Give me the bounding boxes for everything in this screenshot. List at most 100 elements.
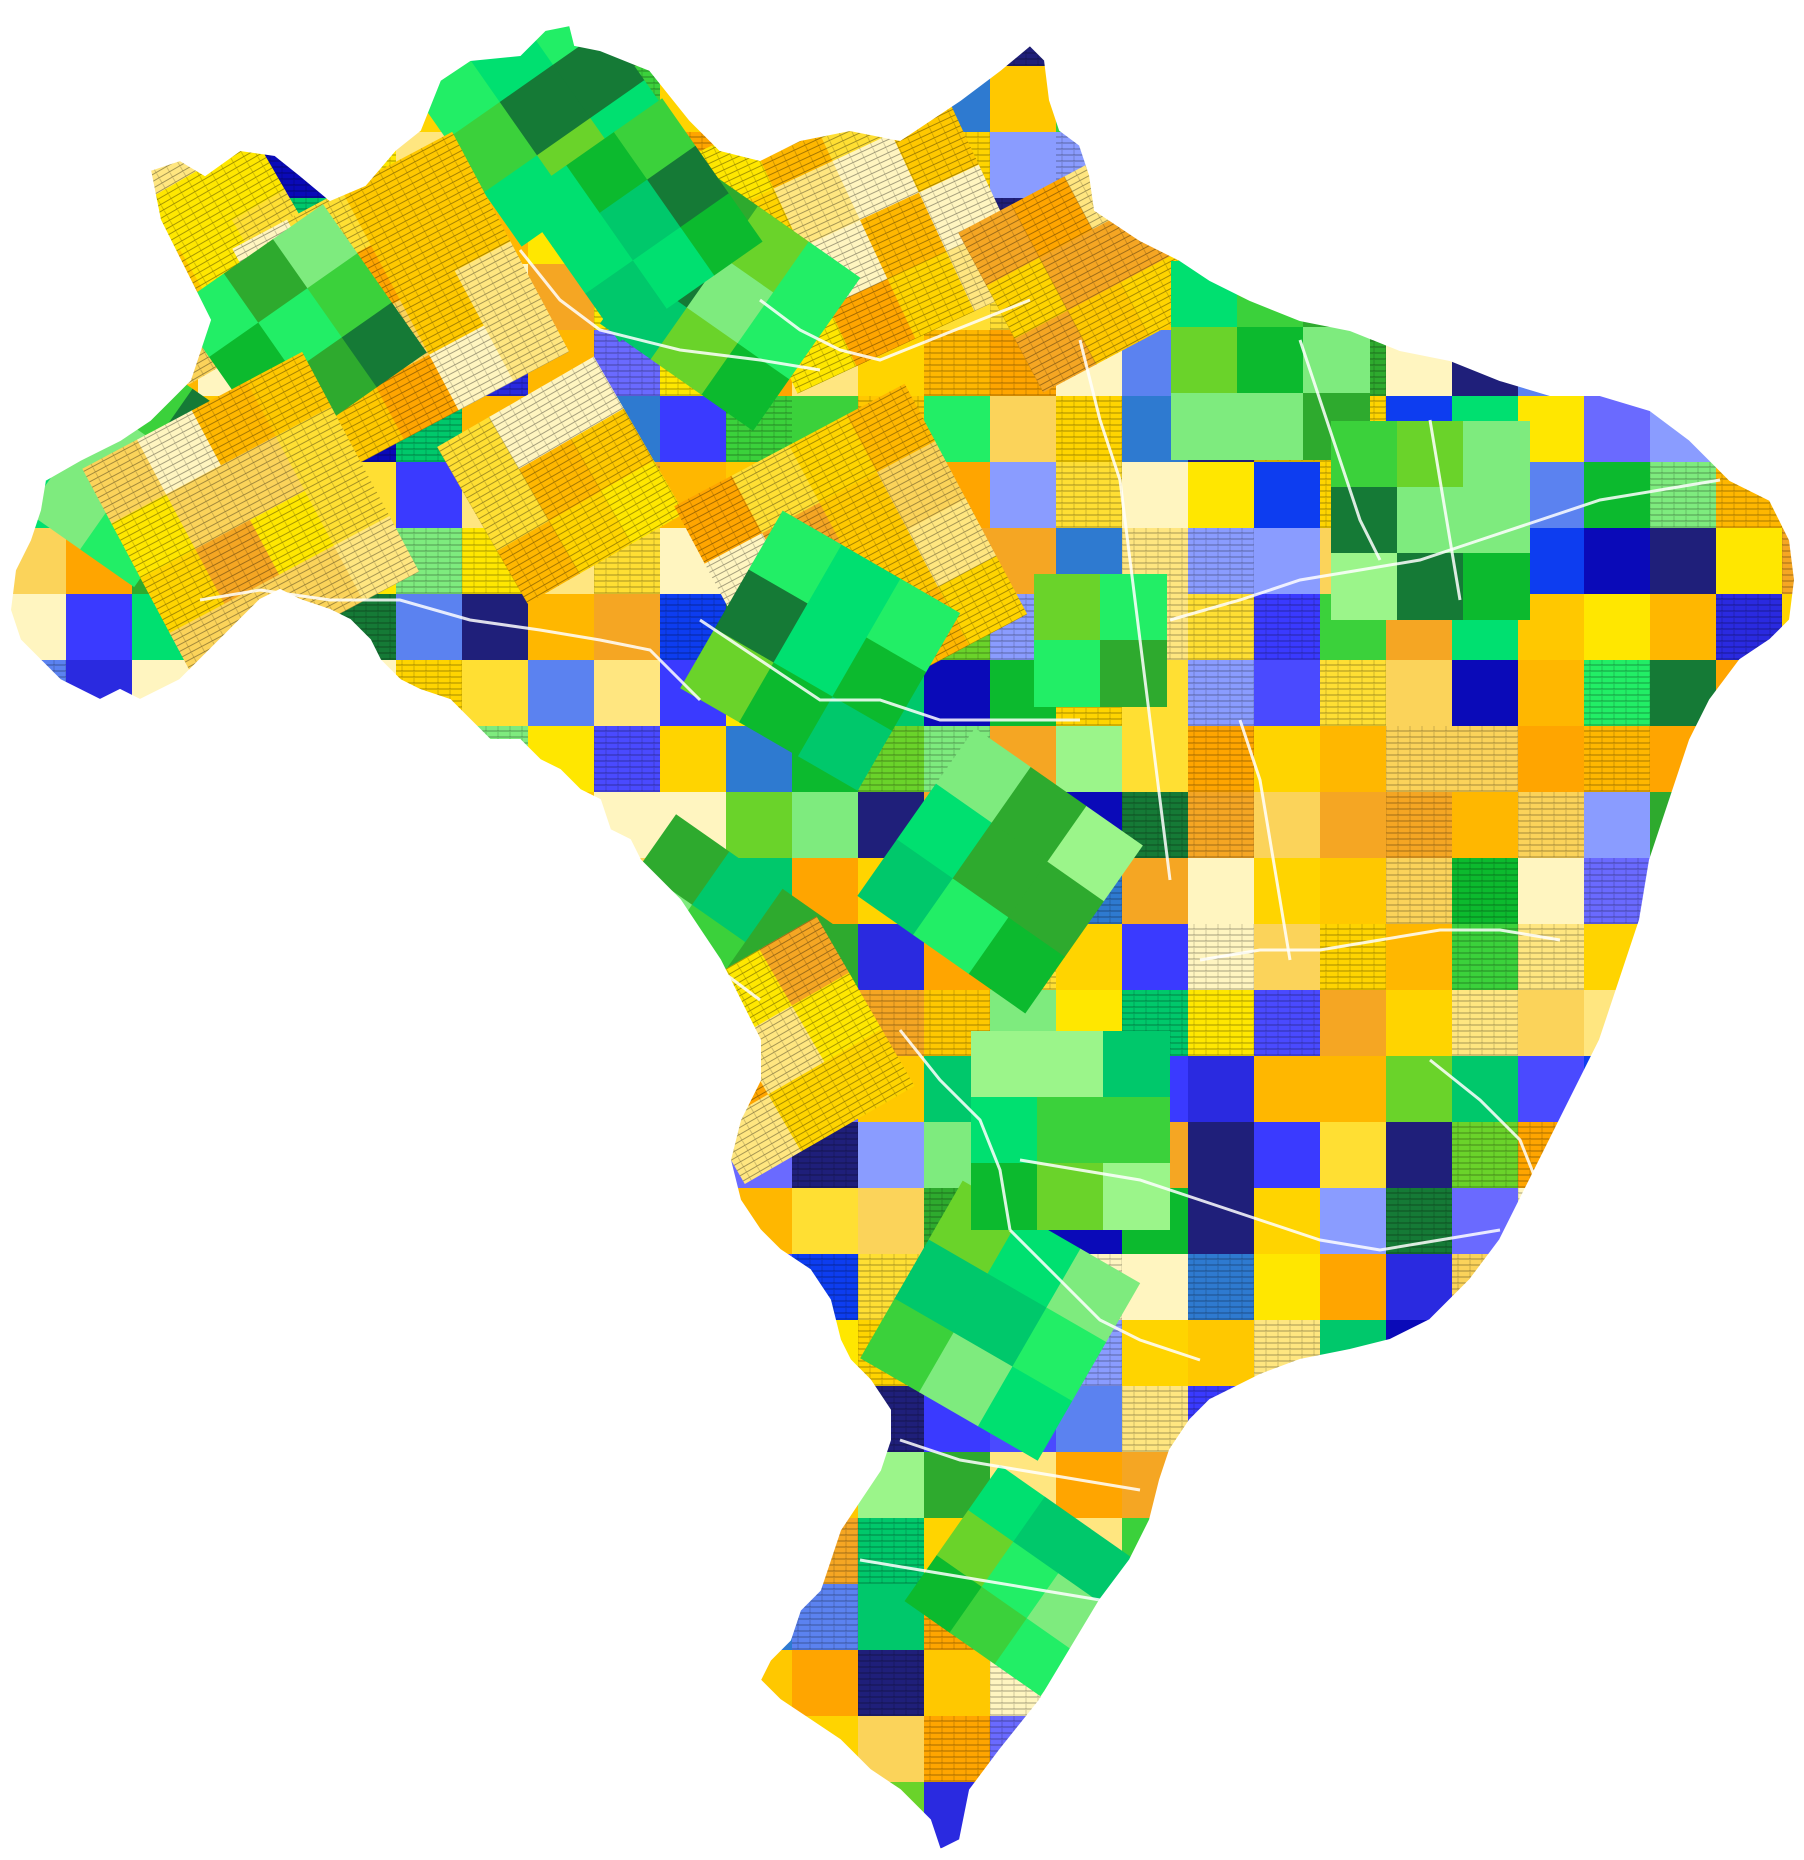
mosaic-cell xyxy=(1782,1650,1795,1717)
mosaic-cell xyxy=(1716,792,1783,859)
mosaic-cell xyxy=(1650,198,1717,265)
mosaic-cell xyxy=(1584,990,1651,1057)
block-cell xyxy=(1103,1031,1170,1098)
mosaic-cell xyxy=(1782,330,1795,397)
mosaic-cell xyxy=(330,1782,397,1849)
mosaic-cell xyxy=(198,1650,265,1717)
mosaic-cell xyxy=(1254,1122,1321,1189)
block-cell xyxy=(646,981,737,1072)
mosaic-cell xyxy=(1584,330,1651,397)
mosaic-cell xyxy=(1716,1518,1783,1585)
mosaic-cell xyxy=(594,1452,661,1519)
mosaic-cell xyxy=(66,1782,133,1849)
mosaic-cell xyxy=(1584,1320,1651,1387)
hatched-cell-overlay xyxy=(1650,462,1717,529)
mosaic-cell xyxy=(1782,1848,1795,1850)
mosaic-cell xyxy=(1716,132,1783,199)
mosaic-cell xyxy=(1716,726,1783,793)
hatched-cell-overlay xyxy=(1254,990,1321,1057)
mosaic-cell xyxy=(1188,132,1255,199)
mosaic-cell xyxy=(1782,924,1795,991)
mosaic-cell xyxy=(1584,528,1651,595)
mosaic-cell xyxy=(462,1716,529,1783)
mosaic-cell xyxy=(132,1782,199,1849)
mosaic-cell xyxy=(198,1716,265,1783)
mosaic-cell xyxy=(462,1518,529,1585)
block-cell xyxy=(1171,393,1238,460)
state-border-line xyxy=(1019,1158,1501,1252)
mosaic-cell xyxy=(132,924,199,991)
mosaic-cell xyxy=(396,594,463,661)
mosaic-cell xyxy=(10,330,67,397)
mosaic-cell xyxy=(858,1716,925,1783)
hatched-cell-overlay xyxy=(66,1122,133,1189)
hatched-cell-overlay xyxy=(1386,66,1453,133)
mosaic-cell xyxy=(528,1716,595,1783)
hatched-cell-overlay xyxy=(462,1122,529,1189)
hatched-cell-overlay xyxy=(1650,132,1717,199)
mosaic-cell xyxy=(132,1518,199,1585)
mosaic-cell xyxy=(726,1386,793,1453)
block-hatch xyxy=(304,461,390,547)
mosaic-cell xyxy=(396,858,463,925)
block-cell xyxy=(739,662,834,757)
mosaic-cell xyxy=(924,1782,991,1849)
mosaic-cell xyxy=(330,1056,397,1123)
mosaic-cell xyxy=(594,990,661,1057)
mosaic-cell xyxy=(792,25,859,67)
mosaic-cell xyxy=(330,1320,397,1387)
hatched-cell-overlay xyxy=(594,1320,661,1387)
mosaic-cell xyxy=(66,594,133,661)
block-hatch xyxy=(907,498,997,588)
mosaic-cell xyxy=(1320,1650,1387,1717)
mosaic-cell xyxy=(1452,264,1519,331)
mosaic-cell xyxy=(1254,858,1321,925)
mosaic-cell xyxy=(1386,198,1453,265)
mosaic-cell xyxy=(1188,1452,1255,1519)
hatched-cell-overlay xyxy=(10,1122,67,1189)
mosaic-cell xyxy=(1320,1254,1387,1321)
mosaic-cell xyxy=(1650,990,1717,1057)
mosaic-cell xyxy=(132,726,199,793)
mosaic-cell xyxy=(1584,1386,1651,1453)
hatched-cell-overlay xyxy=(198,1650,265,1717)
mosaic-cell xyxy=(1056,1848,1123,1850)
mosaic-cell xyxy=(132,1122,199,1189)
mosaic-cell xyxy=(1254,1056,1321,1123)
hatched-cell-overlay xyxy=(1452,924,1519,991)
mosaic-cell xyxy=(1650,1386,1717,1453)
block-cell xyxy=(935,727,1032,825)
block-cell xyxy=(968,917,1065,1014)
block-hatch xyxy=(819,471,909,561)
mosaic-cell xyxy=(990,1782,1057,1849)
block-hatch xyxy=(519,438,603,522)
mosaic-cell xyxy=(66,1452,133,1519)
hatched-cell-overlay xyxy=(462,1386,529,1453)
block-hatch xyxy=(68,145,152,229)
mosaic-cell xyxy=(1716,1452,1783,1519)
hatched-cell-overlay xyxy=(66,1386,133,1453)
hatched-cell-overlay xyxy=(1056,1650,1123,1717)
mosaic-cell xyxy=(792,1320,859,1387)
block-hatch xyxy=(828,278,917,367)
mosaic-cell xyxy=(66,132,133,199)
block-cell xyxy=(857,839,954,936)
mosaic-cell xyxy=(1584,1056,1651,1123)
mosaic-cell xyxy=(1584,594,1651,661)
block-hatch xyxy=(191,380,277,467)
mosaic-cell xyxy=(1650,1254,1717,1321)
mosaic-cell xyxy=(264,1848,331,1850)
mosaic-cell xyxy=(1782,264,1795,331)
mosaic-cell xyxy=(264,1254,331,1321)
mosaic-cell xyxy=(66,858,133,925)
mosaic-cell xyxy=(462,1650,529,1717)
mosaic-cell xyxy=(858,25,925,67)
hatched-cell-overlay xyxy=(528,1848,595,1850)
block-cell xyxy=(1463,487,1530,554)
mosaic-cell xyxy=(1650,1650,1717,1717)
mosaic-cell xyxy=(10,1386,67,1453)
hatched-cell-overlay xyxy=(1518,1122,1585,1189)
hatched-cell-overlay xyxy=(1782,1848,1795,1850)
hatched-cell-overlay xyxy=(10,660,67,727)
hatched-cell-overlay xyxy=(1782,1254,1795,1321)
